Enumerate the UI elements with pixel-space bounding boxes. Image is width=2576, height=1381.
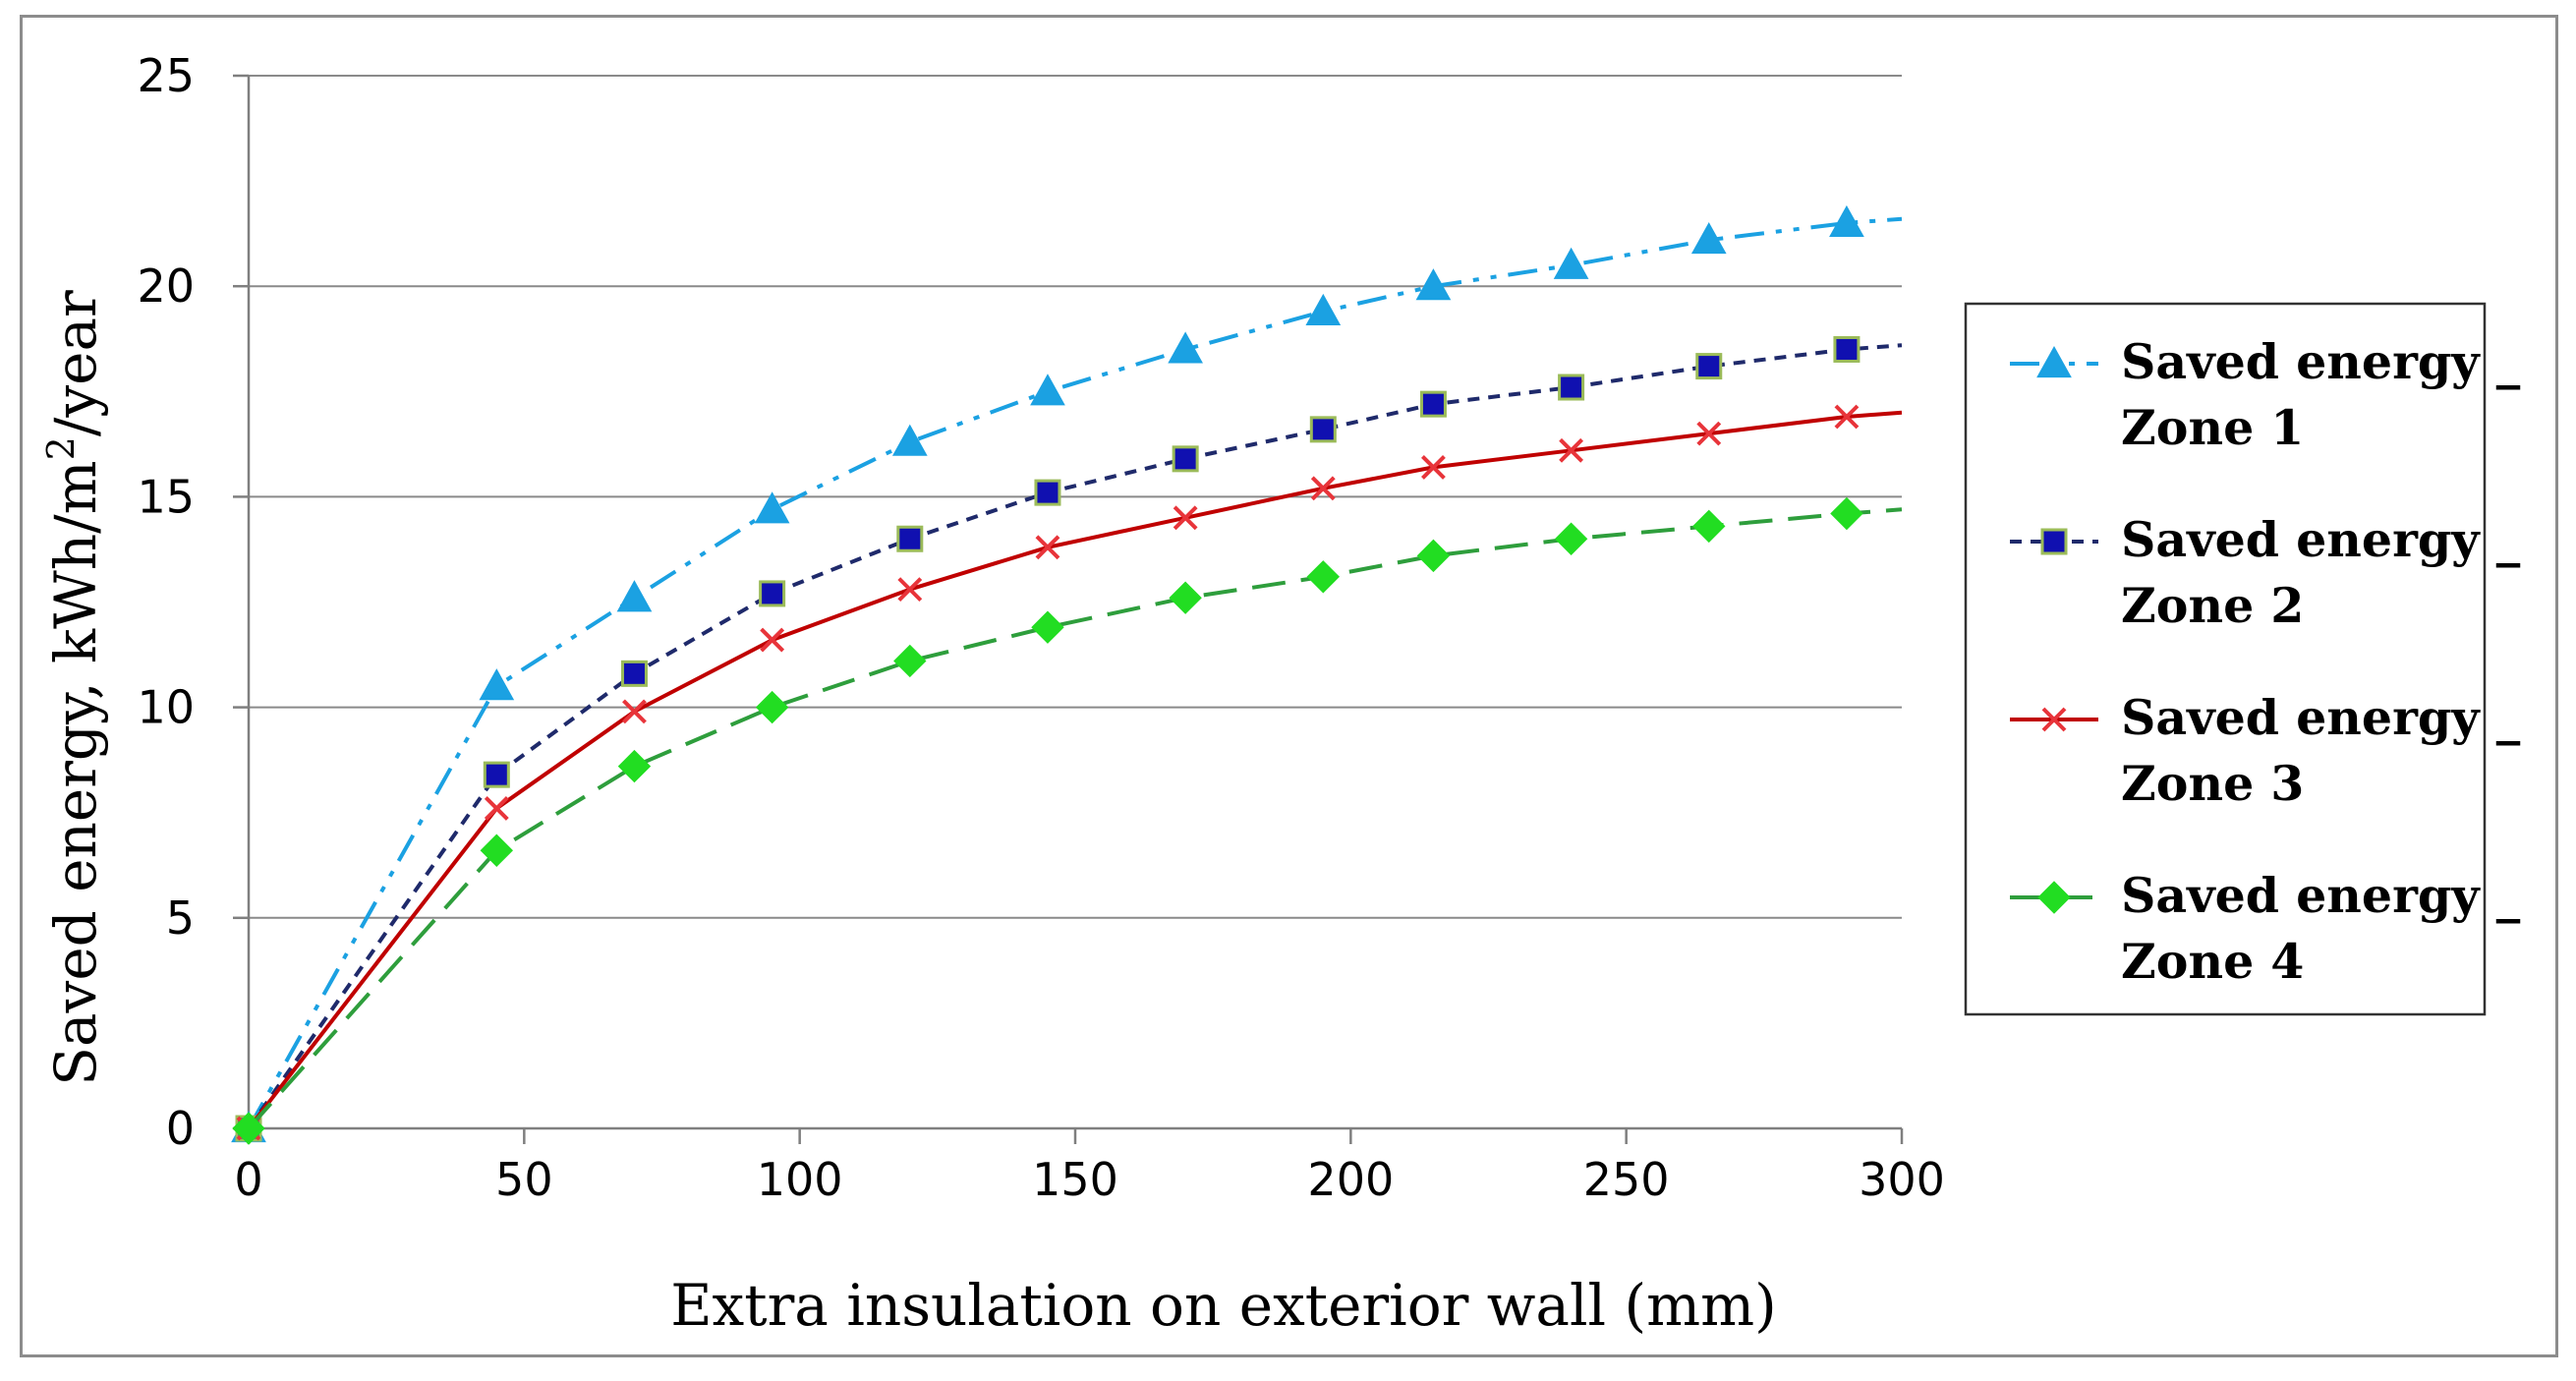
- y-tick-label-20: 20: [137, 259, 195, 313]
- legend-label-line1-zone-4: Saved energy _: [2121, 867, 2521, 924]
- x-tick-label-100: 100: [757, 1153, 843, 1206]
- data-point-zone-3-x120: [897, 577, 923, 603]
- data-point-zone-1-x70: [616, 580, 653, 612]
- data-point-zone-2-x45: [483, 761, 510, 788]
- y-axis-title-superscript: 2: [39, 436, 83, 460]
- data-point-zone-4-x195: [1306, 560, 1341, 594]
- data-point-zone-3-x145: [1035, 535, 1060, 560]
- data-point-zone-2-x95: [759, 580, 786, 607]
- data-point-zone-1-x290: [1829, 204, 1864, 238]
- data-point-zone-2-x265: [1695, 353, 1723, 380]
- data-point-zone-4-x215: [1416, 539, 1451, 573]
- series-zone-3: [236, 404, 1903, 1141]
- legend-marker-zone-3: [2041, 707, 2067, 732]
- y-tick-label-25: 25: [137, 49, 195, 102]
- data-point-zone-4-x120: [893, 644, 927, 678]
- data-series: [231, 204, 1903, 1145]
- legend-label-line1-zone-3: Saved energy _: [2121, 689, 2521, 746]
- data-point-zone-1-x265: [1690, 222, 1727, 255]
- y-tick-label-10: 10: [137, 681, 195, 734]
- data-point-zone-1-x195: [1305, 293, 1342, 326]
- data-point-zone-3-x95: [760, 627, 785, 653]
- gridlines: [249, 75, 1902, 919]
- data-point-zone-3-x195: [1310, 476, 1336, 501]
- data-point-zone-1-x95: [754, 491, 790, 524]
- legend-label-line2-zone-2: Zone 2: [2121, 577, 2304, 634]
- data-point-zone-1-x120: [891, 424, 928, 456]
- y-axis-title-main: Saved energy, kWh/m: [42, 460, 109, 1085]
- data-point-zone-4-x145: [1031, 610, 1064, 644]
- y-tick-label-5: 5: [166, 892, 195, 945]
- data-point-zone-3-x70: [622, 699, 647, 724]
- x-tick-label-50: 50: [495, 1153, 553, 1206]
- data-point-zone-4-x45: [480, 834, 514, 867]
- data-point-zone-4-x240: [1554, 522, 1588, 555]
- data-point-zone-4-x290: [1830, 496, 1863, 531]
- data-point-zone-2-x70: [620, 660, 648, 687]
- legend-items: Saved energy _ Zone 1 Saved energy _ Zone 2…: [2010, 333, 2521, 990]
- data-point-zone-4-x265: [1692, 509, 1726, 544]
- series-zone-2: [235, 335, 1903, 1142]
- data-point-zone-2-x240: [1558, 374, 1585, 401]
- axes: [247, 76, 1902, 1130]
- legend-label-line1-zone-2: Saved energy _: [2121, 511, 2521, 568]
- data-point-zone-4-x170: [1169, 581, 1202, 614]
- data-point-zone-2-x215: [1419, 390, 1447, 418]
- data-point-zone-2-x170: [1172, 445, 1199, 473]
- series-zone-4: [232, 496, 1903, 1145]
- data-point-zone-1-x145: [1030, 374, 1065, 406]
- data-point-zone-2-x145: [1034, 479, 1061, 506]
- x-tick-label-150: 150: [1032, 1153, 1118, 1206]
- data-point-zone-2-x120: [896, 525, 924, 552]
- legend-label-line2-zone-3: Zone 3: [2121, 755, 2304, 812]
- data-point-zone-4-x70: [617, 749, 652, 783]
- data-point-zone-1-x215: [1415, 268, 1452, 301]
- series-line-zone-4: [247, 507, 1903, 1130]
- data-point-zone-3-x265: [1696, 421, 1722, 446]
- x-tick-label-200: 200: [1307, 1153, 1394, 1206]
- x-axis-title: Extra insulation on exterior wall (mm): [670, 1272, 1777, 1339]
- series-zone-1: [231, 204, 1903, 1143]
- x-tick-label-250: 250: [1583, 1153, 1670, 1206]
- data-point-zone-3-x240: [1559, 437, 1584, 463]
- data-point-zone-3-x170: [1173, 505, 1198, 531]
- data-point-zone-3-x215: [1421, 454, 1446, 480]
- data-point-zone-1-x240: [1553, 247, 1589, 279]
- data-point-zone-4-x95: [755, 690, 789, 724]
- legend-item-zone-3: Saved energy _ Zone 3: [2010, 689, 2521, 812]
- data-point-zone-1-x170: [1168, 331, 1203, 364]
- legend-item-zone-2: Saved energy _ Zone 2: [2010, 511, 2521, 634]
- legend-marker-zone-2: [2040, 528, 2068, 555]
- legend-label-line1-zone-1: Saved energy _: [2121, 333, 2521, 390]
- x-tick-label-0: 0: [234, 1153, 262, 1206]
- legend-label-line2-zone-4: Zone 4: [2121, 933, 2304, 990]
- series-line-zone-2: [247, 343, 1903, 1130]
- y-tick-label-15: 15: [137, 470, 195, 523]
- x-tick-label-300: 300: [1859, 1153, 1945, 1206]
- data-point-zone-3-x45: [484, 796, 509, 821]
- legend-item-zone-4: Saved energy _ Zone 4: [2010, 867, 2521, 990]
- legend-label-line2-zone-1: Zone 1: [2121, 399, 2304, 456]
- data-point-zone-4-x0: [232, 1112, 265, 1145]
- data-point-zone-3-x290: [1834, 404, 1860, 430]
- legend-item-zone-1: Saved energy _ Zone 1: [2010, 333, 2521, 456]
- legend: Saved energy _ Zone 1 Saved energy _ Zone 2…: [1964, 302, 2521, 1016]
- data-point-zone-2-x290: [1833, 335, 1860, 363]
- y-axis-title-tail: /year: [42, 290, 109, 436]
- y-axis-title: Saved energy, kWh/m2/year: [39, 290, 109, 1086]
- legend-marker-zone-1: [2036, 345, 2072, 378]
- y-tick-label-0: 0: [166, 1102, 195, 1155]
- data-point-zone-1-x45: [479, 668, 515, 701]
- legend-marker-zone-4: [2037, 881, 2071, 914]
- data-point-zone-2-x195: [1309, 416, 1337, 443]
